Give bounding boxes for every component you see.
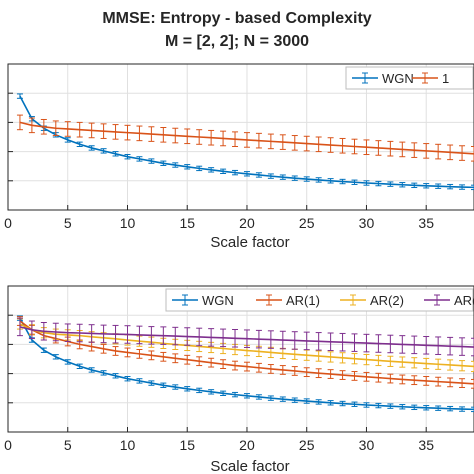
x-tick-label: 35 xyxy=(418,215,434,231)
legend-entry: AR(2) xyxy=(340,293,404,308)
x-tick-label: 30 xyxy=(359,437,375,453)
legend-label: AR(2) xyxy=(370,293,404,308)
legend-entry: AR(3 xyxy=(424,293,474,308)
figure-title-line1: MMSE: Entropy - based Complexity xyxy=(102,10,371,27)
legend-entry: AR(1) xyxy=(256,293,320,308)
legend-box xyxy=(165,288,474,312)
plot-area xyxy=(16,315,474,413)
legend-label: AR(1) xyxy=(286,293,320,308)
legend-entry: WGN xyxy=(172,293,234,308)
x-tick-label: 0 xyxy=(4,215,12,231)
series-wgn xyxy=(16,315,474,413)
series-ar1 xyxy=(16,114,474,162)
legend-label: WGN xyxy=(202,293,234,308)
x-tick-label: 5 xyxy=(64,215,72,231)
x-tick-label: 10 xyxy=(120,437,136,453)
legend-box xyxy=(345,66,474,90)
legend-label: 1 xyxy=(442,71,449,86)
x-tick-label: 20 xyxy=(239,215,255,231)
legend: WGN 1 xyxy=(345,66,474,90)
chart-panel-bottom: 0 5 10 15 20 25 30 35 WGN AR(1) AR(2) AR(3 xyxy=(4,285,474,453)
x-tick-label: 25 xyxy=(299,215,315,231)
plot-area xyxy=(16,93,474,191)
x-tick-label: 5 xyxy=(64,437,72,453)
legend-entry: 1 xyxy=(412,71,449,86)
axes-box xyxy=(7,63,474,211)
x-tick-label: 30 xyxy=(359,215,375,231)
legend-label: AR(3 xyxy=(454,293,474,308)
series-ar1 xyxy=(16,316,474,389)
chart-panel-top: 0 5 10 15 20 25 30 35 WGN 1 xyxy=(4,63,474,231)
x-tick-label: 0 xyxy=(4,437,12,453)
figure-title-line2: M = [2, 2]; N = 3000 xyxy=(165,33,309,50)
x-axis-label-top: Scale factor xyxy=(210,234,289,251)
legend-entry: WGN xyxy=(352,71,414,86)
x-tick-label: 15 xyxy=(179,215,195,231)
x-tick-label: 25 xyxy=(299,437,315,453)
series-wgn xyxy=(16,93,474,191)
axes-box xyxy=(7,285,474,433)
x-tick-label: 10 xyxy=(120,215,136,231)
x-axis-label-bottom: Scale factor xyxy=(210,458,289,474)
x-tick-label: 15 xyxy=(179,437,195,453)
x-tick-label: 20 xyxy=(239,437,255,453)
legend: WGN AR(1) AR(2) AR(3 xyxy=(165,288,474,312)
series-ar3 xyxy=(16,317,474,357)
legend-label: WGN xyxy=(382,71,414,86)
x-tick-label: 35 xyxy=(418,437,434,453)
